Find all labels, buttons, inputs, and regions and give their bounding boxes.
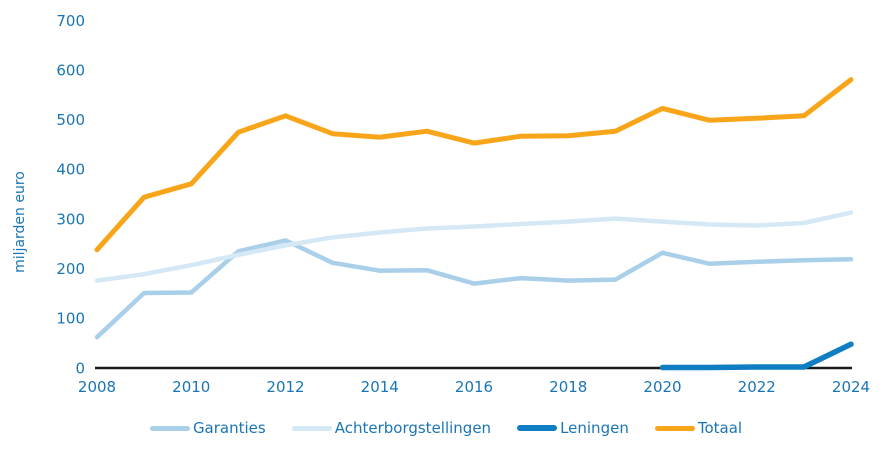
legend-swatch-leningen	[517, 425, 558, 431]
y-axis-tick-label: 200	[56, 260, 85, 278]
series-line-totaal	[94, 77, 854, 253]
y-axis-tick-label: 0	[75, 359, 85, 377]
x-axis-tick-label: 2010	[172, 378, 210, 396]
x-axis-tick-label: 2008	[78, 378, 116, 396]
legend-swatch-garanties	[149, 425, 190, 431]
x-axis-tick-label: 2020	[643, 378, 681, 396]
y-axis-tick-label: 700	[56, 12, 85, 30]
x-axis-tick-label: 2024	[832, 378, 870, 396]
legend-label: Leningen	[560, 419, 629, 437]
y-axis-tick-label: 300	[56, 210, 85, 228]
y-axis-tick-label: 500	[56, 111, 85, 129]
y-axis-tick-label: 400	[56, 161, 85, 179]
legend-label: Garanties	[192, 419, 266, 437]
y-axis-title: miljarden euro	[12, 171, 28, 273]
legend-item-totaal: Totaal	[654, 419, 743, 437]
legend-item-garanties: Garanties	[149, 419, 266, 437]
series-line-achterborgstellingen	[94, 210, 854, 283]
chart-legend: Garanties Achterborgstellingen Leningen Tot…	[0, 419, 892, 437]
legend-label: Totaal	[697, 419, 743, 437]
series-line-leningen	[659, 341, 854, 371]
legend-swatch-totaal	[654, 425, 695, 431]
x-axis-tick-label: 2014	[361, 378, 399, 396]
legend-swatch-achterborgstellingen	[291, 425, 332, 431]
legend-item-leningen: Leningen	[517, 419, 629, 437]
x-axis-tick-label: 2016	[455, 378, 493, 396]
x-axis-tick-label: 2022	[738, 378, 776, 396]
legend-item-achterborgstellingen: Achterborgstellingen	[291, 419, 492, 437]
x-axis-tick-label: 2012	[266, 378, 304, 396]
y-axis-tick-label: 100	[56, 310, 85, 328]
legend-label: Achterborgstellingen	[334, 419, 492, 437]
x-axis-tick-label: 2018	[549, 378, 587, 396]
series-line-garanties	[94, 238, 854, 340]
y-axis-tick-label: 600	[56, 61, 85, 79]
